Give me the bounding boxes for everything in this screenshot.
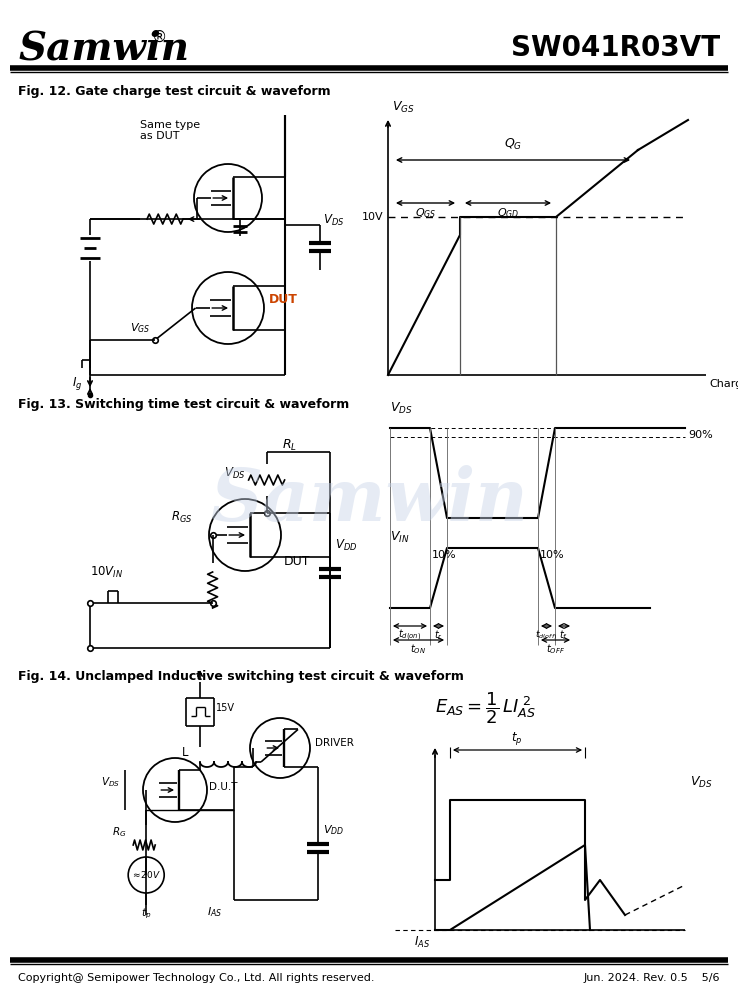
Text: $V_{GS}$: $V_{GS}$ — [392, 100, 415, 115]
Text: L: L — [182, 746, 188, 758]
Text: $t_{d(off)}$: $t_{d(off)}$ — [535, 628, 558, 642]
Text: $V_{IN}$: $V_{IN}$ — [390, 530, 410, 545]
Text: Copyright@ Semipower Technology Co., Ltd. All rights reserved.: Copyright@ Semipower Technology Co., Ltd… — [18, 973, 374, 983]
Text: Fig. 12. Gate charge test circuit & waveform: Fig. 12. Gate charge test circuit & wave… — [18, 85, 331, 98]
Text: $V_{DS}$: $V_{DS}$ — [101, 775, 120, 789]
Text: $V_{DS}$: $V_{DS}$ — [224, 466, 246, 481]
Text: Fig. 14. Unclamped Inductive switching test circuit & waveform: Fig. 14. Unclamped Inductive switching t… — [18, 670, 464, 683]
Text: $V_{DS}$: $V_{DS}$ — [323, 212, 345, 228]
Text: Charge(nC): Charge(nC) — [709, 379, 738, 389]
Text: $t_{d(on)}$: $t_{d(on)}$ — [399, 628, 421, 643]
Text: $t_r$: $t_r$ — [434, 628, 443, 642]
Text: $t_p$: $t_p$ — [141, 907, 151, 921]
Text: $I_{AS}$: $I_{AS}$ — [207, 905, 222, 919]
Text: Samwin: Samwin — [210, 464, 528, 536]
Text: Jun. 2024. Rev. 0.5    5/6: Jun. 2024. Rev. 0.5 5/6 — [584, 973, 720, 983]
Text: $\approx\!20V$: $\approx\!20V$ — [131, 869, 161, 880]
Text: DUT: DUT — [269, 293, 298, 306]
Text: 15V: 15V — [216, 703, 235, 713]
Text: $I_{AS}$: $I_{AS}$ — [414, 935, 430, 950]
Text: D.U.T: D.U.T — [209, 782, 238, 792]
Text: $10V_{IN}$: $10V_{IN}$ — [90, 565, 123, 580]
Text: DUT: DUT — [284, 555, 311, 568]
Text: $t_f$: $t_f$ — [559, 628, 568, 642]
Text: $t_p$: $t_p$ — [511, 730, 523, 747]
Text: $V_{DD}$: $V_{DD}$ — [335, 537, 357, 553]
Text: $E_{AS} = \dfrac{1}{2}\,L I_{AS}^{\ 2}$: $E_{AS} = \dfrac{1}{2}\,L I_{AS}^{\ 2}$ — [435, 690, 536, 726]
Text: $R_{GS}$: $R_{GS}$ — [170, 509, 192, 525]
Text: Same type: Same type — [140, 120, 200, 130]
Text: DRIVER: DRIVER — [315, 738, 354, 748]
Text: 10V: 10V — [362, 212, 383, 222]
Text: $Q_{GD}$: $Q_{GD}$ — [497, 206, 520, 220]
Text: $V_{DD}$: $V_{DD}$ — [323, 823, 344, 837]
Text: ®: ® — [152, 30, 168, 45]
Text: SW041R03VT: SW041R03VT — [511, 34, 720, 62]
Text: $R_G$: $R_G$ — [111, 825, 126, 839]
Text: $t_{OFF}$: $t_{OFF}$ — [546, 642, 565, 656]
Text: $Q_{GS}$: $Q_{GS}$ — [415, 206, 437, 220]
Text: 90%: 90% — [688, 430, 713, 440]
Text: 10%: 10% — [540, 550, 565, 560]
Text: $V_{DS}$: $V_{DS}$ — [690, 775, 713, 790]
Text: Samwin: Samwin — [18, 29, 189, 67]
Text: $t_{ON}$: $t_{ON}$ — [410, 642, 427, 656]
Text: $R_L$: $R_L$ — [282, 438, 297, 453]
Text: $V_{GS}$: $V_{GS}$ — [130, 321, 150, 335]
Text: as DUT: as DUT — [140, 131, 179, 141]
Text: 10%: 10% — [432, 550, 457, 560]
Text: Fig. 13. Switching time test circuit & waveform: Fig. 13. Switching time test circuit & w… — [18, 398, 349, 411]
Text: $I_g$: $I_g$ — [72, 374, 82, 391]
Text: $Q_G$: $Q_G$ — [504, 137, 522, 152]
Text: $V_{DS}$: $V_{DS}$ — [390, 401, 413, 416]
